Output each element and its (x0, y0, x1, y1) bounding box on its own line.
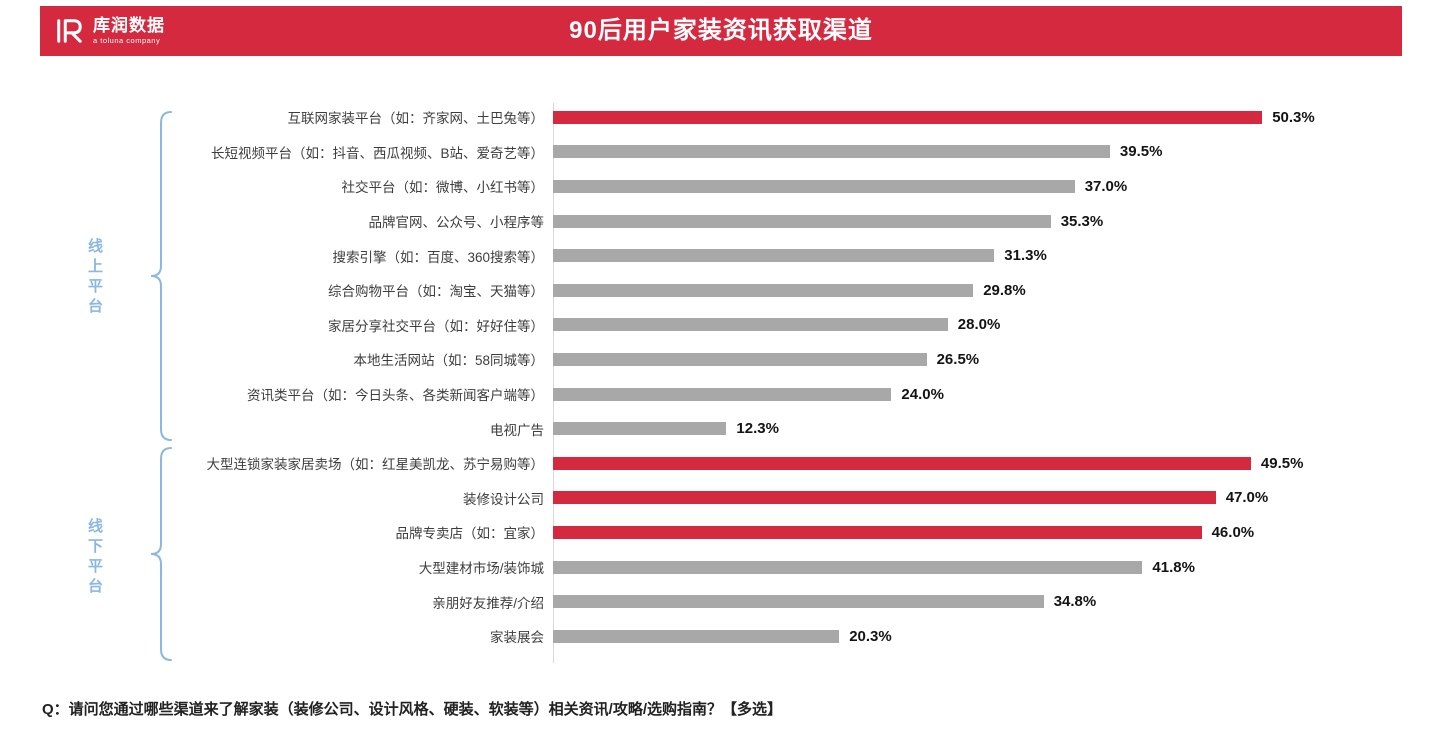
bar-value: 24.0% (901, 385, 944, 403)
chart-row: 亲朋好友推荐/介绍 34.8% (40, 584, 1315, 619)
group-label-offline: 线下平台 (86, 518, 103, 598)
bar-label: 电视广告 (490, 422, 544, 438)
offline-group-brace (150, 447, 172, 661)
bar-label: 综合购物平台（如：淘宝、天猫等） (328, 284, 544, 300)
bar-label: 互联网家装平台（如：齐家网、土巴兔等） (287, 111, 545, 127)
bar-value: 29.8% (983, 281, 1026, 299)
logo-name: 库润数据 (93, 15, 165, 35)
bar (553, 249, 995, 263)
bar (553, 318, 948, 332)
bar-zone: 26.5% (553, 351, 979, 368)
bar-value: 34.8% (1053, 593, 1097, 611)
chart-row: 家居分享社交平台（如：好好住等） 28.0% (40, 308, 1315, 343)
chart-row: 搜索引擎（如：百度、360搜索等） 31.3% (40, 238, 1315, 273)
bar (553, 456, 1251, 470)
bar-zone: 39.5% (553, 143, 1162, 160)
bar-value: 31.3% (1004, 247, 1047, 265)
bar-chart: 线上平台 线下平台 互联网家装平台（如：齐家网、土巴兔等） 50.3% 长短视频… (0, 56, 1440, 676)
chart-row: 本地生活网站（如：58同城等） 26.5% (40, 342, 1315, 377)
bar (553, 179, 1075, 193)
bar-zone: 37.0% (553, 178, 1127, 195)
bar-value: 20.3% (849, 627, 892, 645)
bar (553, 283, 974, 297)
logo: 库润数据 a toluna company (54, 15, 165, 46)
chart-row: 品牌专卖店（如：宜家） 46.0% (40, 515, 1315, 550)
bar (553, 214, 1051, 228)
bar-label: 品牌官网、公众号、小程序等 (368, 215, 545, 231)
bar-zone: 24.0% (553, 386, 944, 403)
chart-row: 装修设计公司 47.0% (40, 481, 1315, 516)
bar-zone: 29.8% (553, 282, 1026, 299)
bar-value: 28.0% (957, 316, 1001, 334)
bar-zone: 34.8% (553, 593, 1096, 610)
bar (553, 145, 1110, 159)
bar-zone: 50.3% (553, 109, 1315, 126)
bar-label: 家装展会 (490, 630, 544, 646)
chart-row: 社交平台（如：微博、小红书等） 37.0% (40, 169, 1315, 204)
bar-value: 47.0% (1225, 489, 1269, 507)
bar-label: 资讯类平台（如：今日头条、各类新闻客户端等） (247, 388, 544, 404)
bar-zone: 12.3% (553, 420, 779, 437)
bar-value: 37.0% (1084, 177, 1128, 195)
bar-zone: 49.5% (553, 455, 1303, 472)
chart-row: 综合购物平台（如：淘宝、天猫等） 29.8% (40, 273, 1315, 308)
bar-label: 亲朋好友推荐/介绍 (432, 595, 544, 611)
bar-zone: 28.0% (553, 316, 1000, 333)
chart-row: 长短视频平台（如：抖音、西瓜视频、B站、爱奇艺等） 39.5% (40, 135, 1315, 170)
bar-value: 26.5% (936, 350, 980, 368)
bar-value: 49.5% (1260, 454, 1304, 472)
bar-label: 品牌专卖店（如：宜家） (395, 526, 545, 542)
bar (553, 422, 727, 436)
bar-value: 46.0% (1211, 523, 1255, 541)
bar-label: 长短视频平台（如：抖音、西瓜视频、B站、爱奇艺等） (210, 145, 544, 161)
bar (553, 387, 892, 401)
chart-row: 大型连锁家装家居卖场（如：红星美凯龙、苏宁易购等） 49.5% (40, 446, 1315, 481)
bar-zone: 46.0% (553, 524, 1254, 541)
bar-value: 35.3% (1060, 212, 1104, 230)
bar-label: 大型连锁家装家居卖场（如：红星美凯龙、苏宁易购等） (206, 457, 545, 473)
header-banner: 库润数据 a toluna company 90后用户家装资讯获取渠道 (40, 6, 1402, 56)
kurun-logo-icon (57, 19, 82, 43)
bar (553, 491, 1216, 505)
chart-row: 家装展会 20.3% (40, 619, 1315, 654)
chart-row: 互联网家装平台（如：齐家网、土巴兔等） 50.3% (40, 100, 1315, 135)
bar (553, 525, 1202, 539)
bar-zone: 35.3% (553, 213, 1103, 230)
bar-label: 装修设计公司 (463, 491, 544, 507)
bar-value: 41.8% (1152, 558, 1195, 576)
bar-label: 社交平台（如：微博、小红书等） (341, 180, 545, 196)
page-title: 90后用户家装资讯获取渠道 (569, 17, 873, 44)
bar-value: 39.5% (1119, 143, 1163, 161)
bar (553, 110, 1263, 124)
chart-row: 电视广告 12.3% (40, 411, 1315, 446)
bar-label: 搜索引擎（如：百度、360搜索等） (332, 249, 544, 265)
chart-row: 大型建材市场/装饰城 41.8% (40, 550, 1315, 585)
bar (553, 595, 1044, 609)
bar-label: 本地生活网站（如：58同城等） (353, 353, 544, 369)
bar (553, 560, 1143, 574)
logo-text: 库润数据 a toluna company (93, 15, 165, 46)
bar-label: 家居分享社交平台（如：好好住等） (328, 318, 544, 334)
bar-zone: 47.0% (553, 489, 1268, 506)
chart-row: 品牌官网、公众号、小程序等 35.3% (40, 204, 1315, 239)
bar (553, 629, 840, 643)
group-label-online: 线上平台 (86, 238, 103, 318)
bar (553, 352, 927, 366)
bar-value: 12.3% (736, 420, 779, 438)
survey-question: Q：请问您通过哪些渠道来了解家装（装修公司、设计风格、硬装、软装等）相关资讯/攻… (42, 701, 783, 718)
logo-tagline: a toluna company (93, 36, 161, 46)
bar-label: 大型建材市场/装饰城 (418, 561, 544, 577)
bar-value: 50.3% (1272, 108, 1315, 126)
bar-zone: 20.3% (553, 628, 892, 645)
online-group-brace (150, 111, 172, 441)
axis-line (553, 103, 554, 663)
chart-rows: 互联网家装平台（如：齐家网、土巴兔等） 50.3% 长短视频平台（如：抖音、西瓜… (40, 100, 1315, 654)
bar-zone: 41.8% (553, 559, 1195, 576)
bar-zone: 31.3% (553, 247, 1047, 264)
chart-row: 资讯类平台（如：今日头条、各类新闻客户端等） 24.0% (40, 377, 1315, 412)
